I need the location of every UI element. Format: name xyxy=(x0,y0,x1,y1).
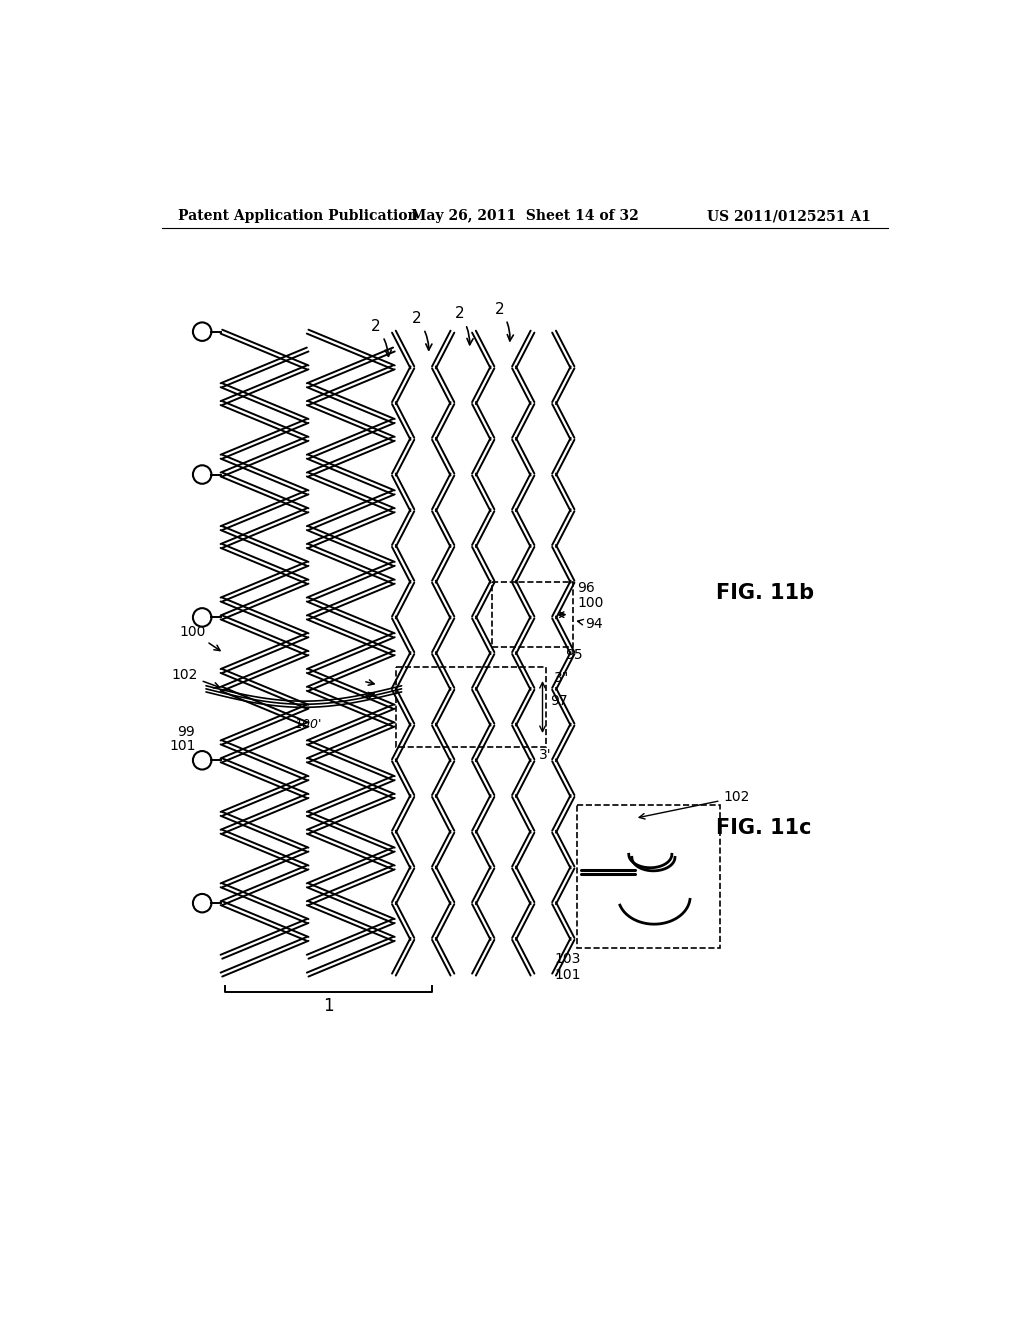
Text: Patent Application Publication: Patent Application Publication xyxy=(178,209,418,223)
Text: 3': 3' xyxy=(539,748,551,762)
Bar xyxy=(396,667,547,747)
Text: 3": 3" xyxy=(554,671,569,685)
Text: 101: 101 xyxy=(554,968,581,982)
Text: 2: 2 xyxy=(413,312,432,350)
Text: 100: 100 xyxy=(578,597,603,610)
Text: 96: 96 xyxy=(578,581,595,595)
Text: 95: 95 xyxy=(565,648,584,663)
Text: FIG. 11b: FIG. 11b xyxy=(716,583,814,603)
Text: 100': 100' xyxy=(295,718,322,731)
Text: 99: 99 xyxy=(177,725,195,739)
Text: May 26, 2011  Sheet 14 of 32: May 26, 2011 Sheet 14 of 32 xyxy=(411,209,639,223)
Text: 101: 101 xyxy=(169,739,196,752)
Text: 2: 2 xyxy=(455,306,473,345)
Text: FIG. 11c: FIG. 11c xyxy=(716,818,811,838)
Text: 103: 103 xyxy=(554,952,581,966)
Text: 94: 94 xyxy=(578,618,602,631)
Text: 102: 102 xyxy=(171,668,219,688)
Text: 102: 102 xyxy=(639,791,750,818)
Bar xyxy=(578,805,720,948)
Text: 2: 2 xyxy=(371,318,391,356)
Text: 100: 100 xyxy=(179,624,220,651)
Text: 2: 2 xyxy=(496,302,513,341)
Text: US 2011/0125251 A1: US 2011/0125251 A1 xyxy=(708,209,871,223)
Bar xyxy=(493,582,573,647)
Text: 97: 97 xyxy=(550,694,568,709)
Text: 1: 1 xyxy=(324,997,334,1015)
